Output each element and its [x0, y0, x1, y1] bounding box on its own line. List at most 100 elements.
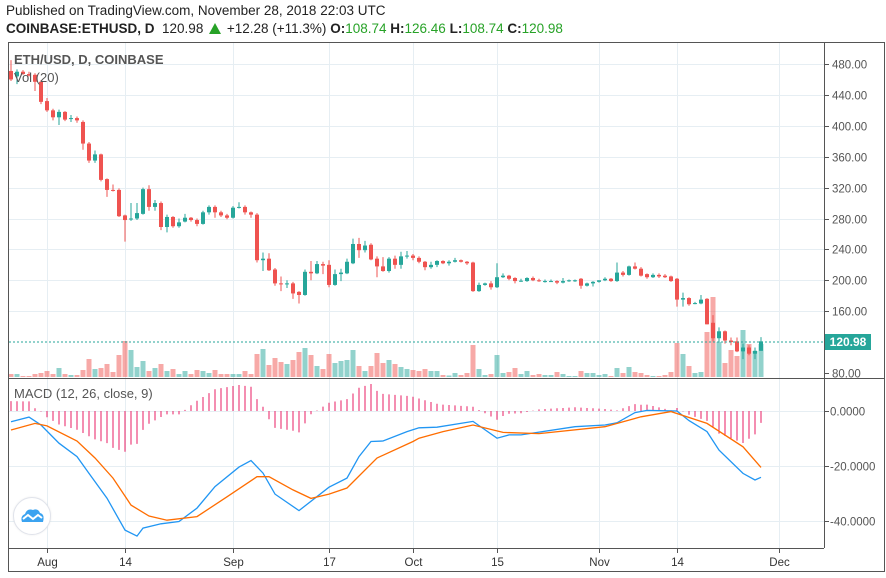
candle-up — [501, 275, 505, 278]
candle-down — [723, 331, 727, 341]
candle-down — [663, 275, 667, 278]
time-tick-label: 17 — [323, 557, 336, 569]
volume-bar — [266, 365, 272, 377]
candle-down — [639, 268, 643, 276]
volume-bar — [428, 371, 434, 377]
volume-bar — [200, 371, 206, 377]
volume-bar — [56, 368, 62, 377]
price-tick-label: 80.00 — [832, 369, 861, 381]
main-series-legend[interactable]: ETH/USD, D, COINBASE — [14, 52, 164, 67]
close-value: 120.98 — [521, 21, 563, 36]
candle-down — [219, 212, 223, 216]
volume-bar — [404, 369, 410, 377]
candle-up — [237, 206, 241, 208]
candle-down — [711, 322, 715, 339]
tradingview-logo[interactable] — [13, 497, 51, 535]
volume-bar — [194, 370, 200, 377]
volume-bar — [380, 363, 386, 377]
candle-down — [111, 189, 115, 191]
candle-up — [69, 118, 73, 120]
candle-up — [495, 277, 499, 288]
volume-bar — [212, 370, 218, 377]
volume-bar — [584, 373, 590, 377]
volume-bar — [164, 371, 170, 377]
candle-down — [45, 101, 49, 111]
price-tick-label: 360.00 — [832, 153, 867, 165]
candle-down — [537, 280, 541, 282]
candle-down — [735, 341, 739, 352]
candle-down — [27, 74, 31, 76]
volume-bar — [590, 373, 596, 377]
axes: 480.00 440.00 400.00 360.00 320.00 280.00 240.… — [37, 60, 875, 570]
candle-up — [207, 206, 211, 213]
volume-bar — [506, 372, 512, 377]
volume-bar — [20, 376, 26, 377]
candle-down — [441, 260, 445, 264]
volume-bar — [464, 373, 470, 377]
candle-up — [681, 298, 685, 300]
candle-up — [15, 71, 19, 77]
volume-bar — [662, 375, 668, 377]
volume-bar — [296, 352, 302, 377]
volume-bar — [566, 376, 572, 377]
volume-bar — [386, 360, 392, 377]
candle-up — [153, 203, 157, 207]
candle-down — [381, 266, 385, 272]
candle-up — [345, 261, 349, 274]
volume-bar — [50, 374, 56, 377]
candle-up — [405, 255, 409, 257]
volume-legend[interactable]: Vol (20) — [14, 70, 59, 85]
macd-legend[interactable]: MACD (12, 26, close, 9) — [14, 386, 153, 401]
candle-up — [603, 278, 607, 281]
volume-bar — [416, 371, 422, 377]
candle-up — [165, 216, 169, 227]
candle-up — [339, 272, 343, 275]
candle-down — [369, 244, 373, 260]
candle-down — [51, 110, 55, 118]
candle-down — [291, 283, 295, 294]
high-value: 126.46 — [404, 21, 446, 36]
volume-bar — [110, 372, 116, 377]
candle-up — [231, 207, 235, 218]
candle-up — [135, 213, 139, 219]
candle-up — [591, 281, 595, 284]
time-tick-label: Oct — [405, 557, 424, 569]
volume-bar — [530, 375, 536, 377]
volume-bar — [92, 369, 98, 377]
open-value: 108.74 — [345, 21, 387, 36]
candle-down — [705, 298, 709, 325]
high-label: H: — [390, 21, 405, 36]
volume-bar — [182, 371, 188, 377]
candle-up — [525, 277, 529, 282]
candle-up — [429, 264, 433, 268]
candle-down — [63, 111, 67, 120]
cloud-logo-icon — [21, 509, 44, 522]
volume-bar — [290, 360, 296, 377]
candle-down — [249, 212, 253, 215]
candle-down — [39, 81, 43, 102]
price-tick-label: 200.00 — [832, 276, 867, 288]
candle-down — [417, 257, 421, 262]
volume-bar — [518, 374, 524, 377]
volume-bar — [302, 348, 308, 377]
candle-down — [609, 278, 613, 282]
macd-tick-label: -40.0000 — [830, 517, 875, 529]
last-price-tag: 120.98 — [825, 334, 871, 350]
candle-down — [99, 154, 103, 180]
candle-down — [555, 281, 559, 283]
volume-bars — [8, 297, 764, 377]
candle-down — [579, 278, 583, 286]
candle-up — [741, 347, 745, 352]
volume-bar — [644, 375, 650, 377]
price-tick-label: 160.00 — [832, 307, 867, 319]
volume-bar — [482, 375, 488, 377]
grid-lines — [9, 43, 824, 548]
time-tick-label: Dec — [769, 557, 790, 569]
candle-down — [267, 258, 271, 271]
published-caption: Published on TradingView.com, November 2… — [6, 3, 386, 18]
volume-bar — [206, 373, 212, 377]
candle-down — [123, 215, 127, 221]
volume-bar — [230, 374, 236, 377]
candle-down — [87, 143, 91, 161]
